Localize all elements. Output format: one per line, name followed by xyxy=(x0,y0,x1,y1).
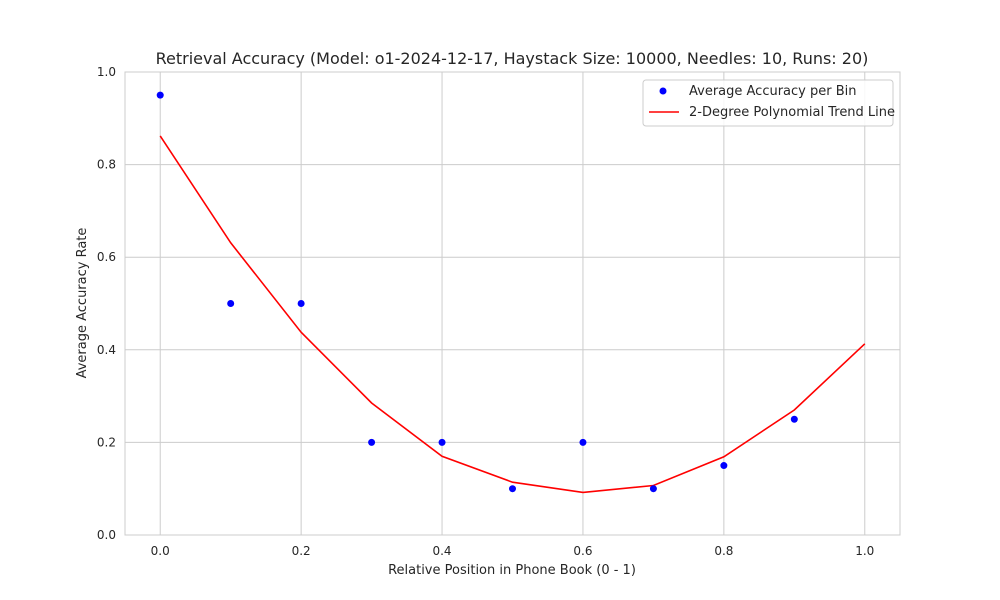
legend-label-line: 2-Degree Polynomial Trend Line xyxy=(689,105,895,120)
x-tick-label: 0.6 xyxy=(573,544,592,558)
x-axis-label: Relative Position in Phone Book (0 - 1) xyxy=(388,563,636,578)
chart-title: Retrieval Accuracy (Model: o1-2024-12-17… xyxy=(156,49,869,68)
scatter-point xyxy=(227,300,235,307)
y-tick-label: 0.4 xyxy=(97,343,116,357)
legend: Average Accuracy per Bin 2-Degree Polyno… xyxy=(642,79,895,127)
y-tick-label: 0.8 xyxy=(97,158,116,172)
x-tick-label: 0.4 xyxy=(432,544,451,558)
x-tick-label: 1.0 xyxy=(855,544,874,558)
scatter-point xyxy=(368,438,376,446)
x-axis-ticks: 0.0 0.2 0.4 0.6 0.8 1.0 xyxy=(151,544,875,558)
scatter-point xyxy=(297,300,305,307)
scatter-point xyxy=(720,462,728,470)
y-tick-label: 0.0 xyxy=(97,528,116,542)
legend-box xyxy=(642,79,894,127)
scatter-point xyxy=(438,438,446,446)
grid xyxy=(125,71,900,536)
legend-label-scatter: Average Accuracy per Bin xyxy=(689,84,857,99)
x-tick-label: 0.2 xyxy=(292,544,311,558)
y-tick-label: 0.2 xyxy=(97,435,116,449)
scatter-point xyxy=(649,485,657,493)
plot-frame xyxy=(124,71,901,536)
y-tick-label: 0.6 xyxy=(97,250,116,264)
scatter-point xyxy=(790,415,798,423)
x-tick-label: 0.0 xyxy=(151,544,170,558)
y-axis-ticks: 0.0 0.2 0.4 0.6 0.8 1.0 xyxy=(97,65,116,542)
series xyxy=(156,91,866,494)
y-axis-label: Average Accuracy Rate xyxy=(75,228,90,379)
y-tick-label: 1.0 xyxy=(97,65,116,79)
x-tick-label: 0.8 xyxy=(714,544,733,558)
scatter-point xyxy=(156,91,164,99)
scatter-point xyxy=(579,438,587,446)
scatter-point xyxy=(509,485,516,493)
legend-marker-scatter xyxy=(659,87,667,95)
trend-line xyxy=(159,135,866,494)
